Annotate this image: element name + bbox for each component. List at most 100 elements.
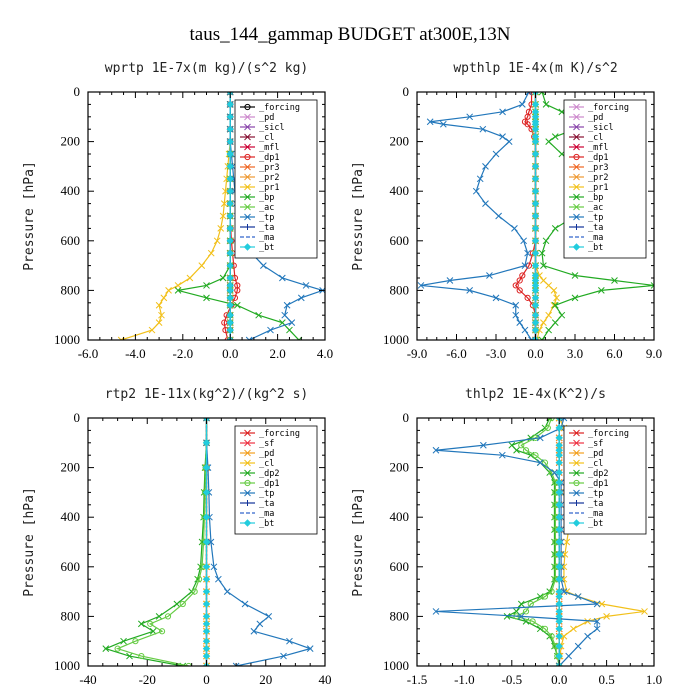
data-point-tp (593, 618, 601, 625)
series-line-tp (435, 418, 598, 666)
x-tick-label: -2.0 (173, 346, 194, 361)
data-point-bt (226, 100, 234, 109)
x-tick-label: -1.0 (454, 672, 475, 687)
legend-label: _forcing (588, 429, 629, 439)
legend-label: _bt (259, 243, 274, 253)
data-point-dp1 (138, 652, 145, 660)
x-tick-label: -1.5 (407, 672, 428, 687)
data-point-tp (499, 133, 506, 140)
legend-label: _ta (259, 499, 274, 509)
x-tick-label: -0.5 (502, 672, 523, 687)
legend-marker (573, 133, 580, 141)
legend-label: _tp (588, 489, 603, 499)
data-point-pr1 (220, 200, 228, 207)
y-tick-label: 200 (61, 134, 81, 149)
data-point-dp1 (519, 272, 526, 279)
data-point-tp (498, 451, 506, 459)
data-point-bt (555, 424, 563, 432)
data-point-bt (226, 224, 234, 233)
y-tick-label: 0 (403, 410, 410, 425)
data-point-cl (560, 563, 568, 571)
legend-marker (244, 113, 251, 121)
legend-marker (244, 153, 251, 161)
data-point-bt (202, 575, 211, 583)
panel-title: thlp2 1E-4x(K^2)/s (465, 387, 606, 402)
data-point-tp (280, 652, 287, 660)
data-point-tp (281, 311, 289, 319)
data-point-bt (555, 575, 563, 583)
legend-label: _tp (259, 489, 274, 499)
data-point-dp1 (524, 113, 531, 120)
data-point-tp (417, 282, 425, 289)
legend-label: _mfl (259, 143, 279, 153)
legend-marker (573, 489, 580, 497)
legend-label: _dp1 (259, 153, 279, 163)
y-tick-label: 400 (390, 509, 410, 524)
legend-marker (573, 500, 580, 506)
data-point-dp1 (548, 418, 555, 422)
data-point-bt (202, 538, 211, 546)
data-point-bp (545, 138, 553, 145)
data-point-bt (202, 463, 211, 472)
series-line-dp1 (514, 418, 560, 666)
data-point-tp (479, 125, 487, 133)
data-point-bt (555, 525, 563, 534)
data-point-tp (306, 645, 314, 652)
legend-label: _pd (259, 449, 274, 459)
x-tick-label: 0.0 (527, 346, 543, 361)
data-point-bt (531, 187, 540, 195)
legend-label: _pr3 (259, 163, 279, 173)
data-point-pr1 (148, 326, 156, 334)
data-point-tp (499, 108, 506, 116)
data-point-tp (265, 613, 273, 620)
data-point-bt (555, 478, 563, 487)
y-tick-label: 600 (390, 233, 410, 248)
data-point-bt (531, 301, 540, 309)
data-point-bt (531, 237, 540, 245)
legend-marker (573, 449, 580, 457)
legend-marker (244, 173, 251, 181)
data-point-tp (446, 277, 454, 284)
data-point-tp (482, 200, 489, 207)
data-point-tp (536, 434, 544, 442)
legend-label: _sicl (259, 123, 285, 133)
data-point-dp1 (114, 645, 121, 652)
legend-marker (244, 439, 251, 447)
data-point-tp (302, 282, 310, 289)
panel-3: rtp2 1E-11x(kg^2)/(kg^2 s) Pressure [hPa]… (22, 387, 332, 687)
data-point-tp (495, 212, 502, 220)
legend-label: _mfl (588, 143, 608, 153)
x-tick-label: -4.0 (125, 346, 146, 361)
legend-label: _ac (259, 203, 274, 213)
data-point-bp (545, 326, 553, 334)
legend-label: _bt (259, 519, 274, 529)
legend-label: _cl (588, 133, 603, 143)
legend-label: _cl (588, 459, 603, 469)
legend: _forcing_sf_pd_cl_dp2_dp1_tp_ta_ma_bt (234, 425, 318, 535)
data-point-dp1 (524, 294, 531, 301)
x-tick-label: 0.5 (598, 672, 614, 687)
data-point-tp (232, 662, 240, 666)
data-point-bt (226, 125, 234, 133)
data-point-dp1 (541, 625, 549, 632)
legend: _forcing_pd_sicl_cl_mfl_dp1_pr3_pr2_pr1_… (234, 99, 318, 259)
legend-label: _sicl (588, 123, 614, 133)
data-point-tp (593, 625, 601, 633)
data-point-tp (528, 336, 535, 340)
y-tick-label: 200 (390, 134, 410, 149)
data-point-pr1 (553, 294, 560, 302)
x-tick-label: 2.0 (269, 346, 285, 361)
data-point-tp (432, 446, 440, 454)
legend-label: _dp1 (259, 479, 279, 489)
data-point-pr1 (550, 287, 558, 294)
y-tick-label: 400 (390, 183, 410, 198)
data-point-bt (202, 644, 211, 653)
data-point-tp (492, 150, 500, 158)
data-point-bt (555, 468, 563, 477)
legend-marker (573, 479, 580, 487)
data-point-tp (551, 469, 558, 476)
legend-label: _tp (588, 213, 603, 223)
data-point-bt (226, 150, 234, 158)
legend-label: _ma (259, 233, 274, 243)
data-point-dp1 (532, 452, 539, 459)
